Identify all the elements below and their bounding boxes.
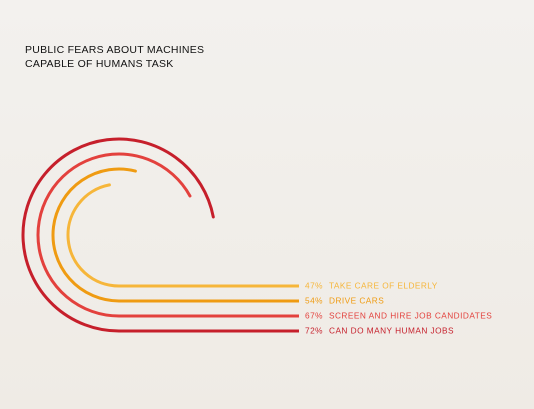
- series-label: DRIVE CARS: [329, 296, 384, 306]
- data-label-value: 72%: [305, 326, 323, 336]
- series-group: 47% TAKE CARE OF ELDERLY: [66, 183, 438, 291]
- data-label-value: 47%: [305, 281, 323, 291]
- series-arc: [21, 137, 215, 333]
- series-label: CAN DO MANY HUMAN JOBS: [329, 326, 454, 336]
- chart-title-line-1: PUBLIC FEARS ABOUT MACHINES: [25, 44, 205, 56]
- series-label: TAKE CARE OF ELDERLY: [329, 281, 438, 291]
- series-arc: [66, 183, 121, 288]
- series-label: SCREEN AND HIRE JOB CANDIDATES: [329, 311, 492, 321]
- series-group: 67% SCREEN AND HIRE JOB CANDIDATES: [36, 152, 492, 321]
- chart-title: PUBLIC FEARS ABOUT MACHINES CAPABLE OF H…: [25, 43, 204, 71]
- series-group: 54% DRIVE CARS: [51, 167, 384, 306]
- chart-title-line-2: CAPABLE OF HUMANS TASK: [25, 58, 174, 70]
- data-label-value: 54%: [305, 296, 323, 306]
- series-group: 72% CAN DO MANY HUMAN JOBS: [21, 137, 454, 336]
- series-arc: [36, 152, 192, 318]
- series-arc: [51, 167, 137, 303]
- data-label-value: 67%: [305, 311, 323, 321]
